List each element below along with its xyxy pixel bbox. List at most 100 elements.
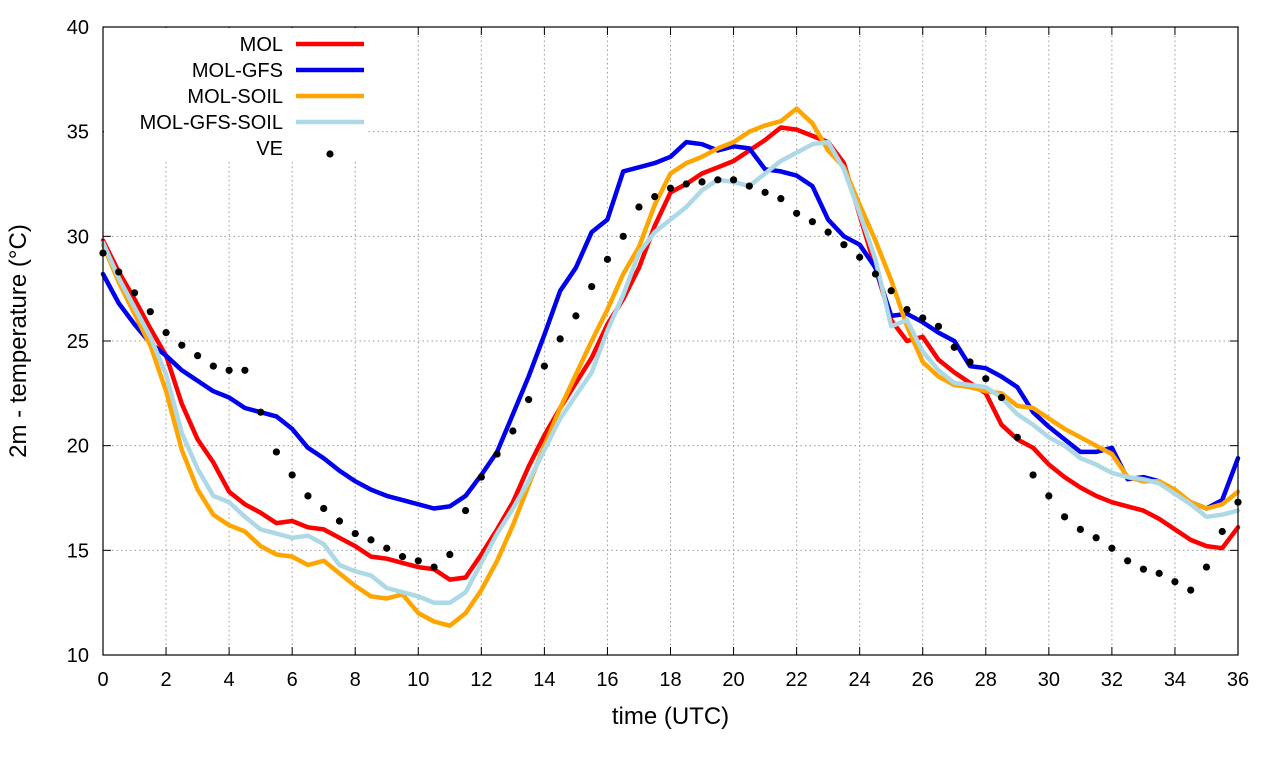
x-axis-label: time (UTC): [612, 703, 729, 730]
x-tick-label: 6: [287, 669, 298, 691]
series-line-mol-soil: [100, 106, 1241, 628]
data-point-ve: [1092, 534, 1100, 542]
data-point-ve: [603, 255, 612, 263]
data-point-ve: [619, 232, 627, 240]
x-tick-label: 26: [912, 669, 934, 691]
data-point-ve: [257, 408, 265, 416]
data-point-ve: [162, 329, 170, 337]
data-point-ve: [540, 362, 548, 370]
series-layer: [99, 106, 1242, 628]
data-point-ve: [1139, 565, 1148, 573]
data-point-ve: [556, 335, 564, 343]
legend-label-mol: MOL: [240, 34, 283, 56]
y-tick-label: 30: [67, 226, 89, 248]
data-point-ve: [209, 362, 217, 370]
data-point-ve: [950, 343, 958, 351]
x-tick-label: 4: [224, 669, 235, 691]
data-point-ve: [146, 308, 154, 316]
data-point-ve: [1060, 513, 1069, 521]
data-point-ve: [115, 268, 123, 276]
x-tick-label: 34: [1164, 669, 1186, 691]
data-point-ve: [919, 314, 927, 322]
series-line-mol-gfs-soil: [100, 139, 1241, 605]
data-point-ve: [871, 270, 880, 278]
data-point-ve: [272, 448, 281, 456]
y-tick-label: 15: [67, 540, 89, 562]
data-point-ve: [887, 287, 895, 295]
data-point-ve: [1171, 578, 1179, 586]
data-point-ve: [808, 218, 816, 226]
data-point-ve: [335, 517, 344, 525]
data-point-ve: [635, 203, 643, 211]
y-tick-label: 25: [67, 331, 89, 353]
legend-label-mol-gfs: MOL-GFS: [192, 60, 283, 82]
data-point-ve: [982, 375, 990, 383]
data-point-ve: [509, 427, 517, 435]
data-point-ve: [729, 176, 738, 184]
data-point-ve: [193, 352, 202, 360]
data-point-ve: [367, 536, 375, 544]
y-axis-label: 2m - temperature (°C): [5, 224, 32, 458]
x-tick-label: 14: [533, 669, 555, 691]
data-point-ve: [525, 396, 533, 404]
grid: [103, 27, 1238, 655]
data-point-ve: [477, 473, 485, 481]
data-point-ve: [1108, 544, 1116, 552]
x-tick-label: 30: [1038, 669, 1060, 691]
data-point-ve: [430, 563, 438, 571]
y-tick-label: 35: [67, 122, 89, 144]
data-point-ve: [1045, 492, 1053, 500]
legend-label-ve: VE: [256, 138, 283, 160]
data-point-ve: [714, 176, 722, 184]
x-tick-label: 32: [1101, 669, 1123, 691]
data-point-ve: [745, 182, 753, 190]
data-point-ve: [856, 253, 864, 261]
data-point-ve: [572, 312, 580, 320]
data-point-ve: [588, 282, 596, 291]
x-tick-label: 20: [722, 669, 744, 691]
data-point-ve: [777, 195, 785, 203]
data-point-ve: [682, 180, 690, 188]
ticks: 0 2 4 6 8 10 12 14 16 18 20 22 24 26 28 30 32 34 361015202…: [67, 17, 1249, 691]
data-point-ve: [1187, 586, 1195, 594]
legend: MOL MOL-GFS MOL-SOIL MOL-GFS-SOIL VE: [104, 28, 366, 162]
data-point-ve: [824, 228, 832, 236]
data-point-ve: [1013, 433, 1021, 441]
data-point-ve: [997, 393, 1006, 402]
data-point-ve: [793, 209, 801, 217]
data-point-ve: [1029, 471, 1037, 479]
x-tick-label: 8: [350, 669, 361, 691]
data-point-ve: [446, 550, 454, 559]
data-point-ve: [288, 471, 296, 479]
x-tick-label: 12: [470, 669, 492, 691]
series-ve-points: [99, 176, 1242, 594]
data-point-ve: [178, 341, 186, 349]
data-point-ve: [351, 529, 359, 538]
data-point-ve: [934, 322, 943, 330]
data-point-ve: [761, 188, 769, 196]
y-tick-label: 10: [67, 645, 89, 667]
x-tick-label: 28: [975, 669, 997, 691]
data-point-ve: [1124, 557, 1132, 565]
data-point-ve: [130, 289, 139, 297]
data-point-ve: [966, 358, 974, 366]
x-tick-label: 24: [849, 669, 871, 691]
x-tick-label: 18: [659, 669, 681, 691]
data-point-ve: [698, 178, 706, 186]
data-point-ve: [461, 506, 470, 515]
data-point-ve: [320, 504, 328, 513]
data-point-ve: [398, 553, 407, 561]
x-tick-label: 22: [785, 669, 807, 691]
x-tick-label: 2: [160, 669, 171, 691]
data-point-ve: [1155, 569, 1163, 577]
y-tick-label: 20: [67, 436, 89, 458]
legend-label-mol-soil: MOL-SOIL: [187, 86, 283, 108]
data-point-ve: [1076, 525, 1084, 534]
data-point-ve: [304, 492, 312, 500]
series-line-mol-gfs: [100, 139, 1241, 511]
data-point-ve: [383, 544, 391, 552]
data-point-ve: [1218, 527, 1226, 536]
x-tick-label: 0: [97, 669, 108, 691]
data-point-ve: [241, 366, 249, 374]
